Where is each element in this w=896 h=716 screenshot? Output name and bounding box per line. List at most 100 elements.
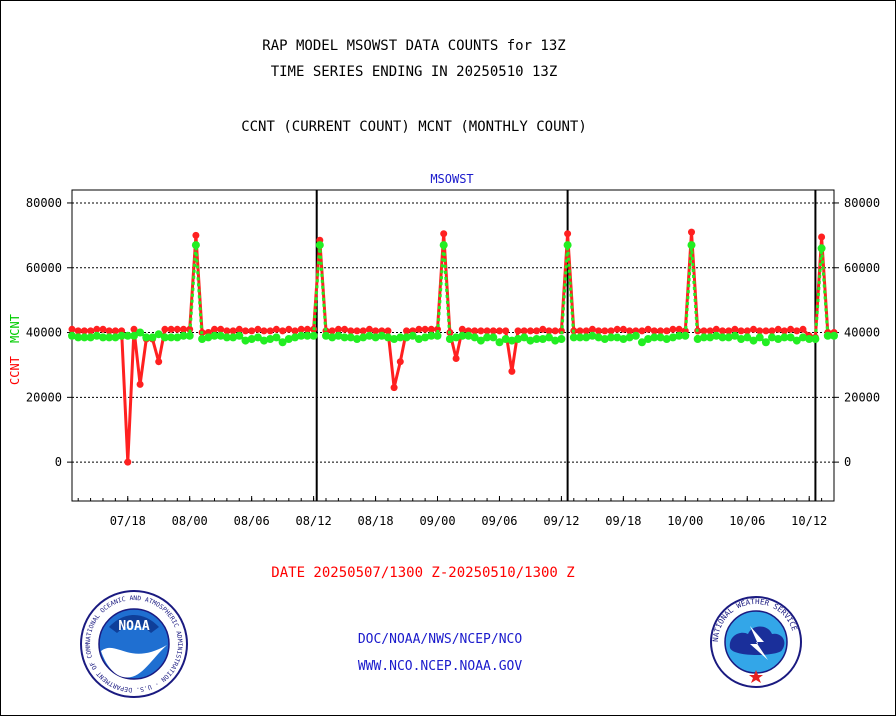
point-mcnt xyxy=(427,331,436,340)
point-ccnt xyxy=(248,327,256,335)
point-ccnt xyxy=(229,327,237,335)
point-ccnt xyxy=(372,327,380,335)
point-mcnt xyxy=(470,333,479,342)
point-ccnt xyxy=(818,233,826,241)
point-ccnt xyxy=(87,327,95,335)
point-mcnt xyxy=(229,333,238,342)
point-mcnt xyxy=(582,333,591,342)
point-ccnt xyxy=(663,327,671,335)
point-mcnt xyxy=(421,333,430,342)
y-tick-label-left: 60000 xyxy=(26,261,62,275)
point-mcnt xyxy=(743,333,752,342)
point-mcnt xyxy=(142,333,151,342)
axis-layer: 0 0 20000 20000 40000 40000 60000 60000 80000 800… xyxy=(26,189,880,528)
point-mcnt xyxy=(179,331,188,340)
point-mcnt xyxy=(99,333,107,342)
nws-logo: NATIONAL WEATHER SERVICE xyxy=(710,596,802,688)
point-mcnt xyxy=(408,331,417,340)
point-mcnt xyxy=(675,331,684,340)
point-ccnt xyxy=(471,327,479,335)
point-mcnt xyxy=(501,335,510,343)
point-ccnt xyxy=(483,327,491,335)
point-mcnt xyxy=(154,330,163,339)
point-ccnt xyxy=(427,325,435,333)
point-ccnt xyxy=(235,325,243,333)
point-mcnt xyxy=(74,333,83,342)
point-mcnt xyxy=(755,333,764,342)
point-ccnt xyxy=(489,327,497,335)
point-mcnt xyxy=(749,336,758,345)
x-tick-label: 07/18 xyxy=(110,514,146,528)
label-layer: MSOWST CCNT MCNT xyxy=(8,172,474,385)
point-ccnt xyxy=(173,325,181,333)
point-ccnt xyxy=(458,325,466,333)
point-ccnt xyxy=(279,327,287,335)
point-ccnt xyxy=(347,327,355,335)
point-mcnt xyxy=(433,331,442,340)
x-tick-label: 09/18 xyxy=(605,514,641,528)
point-ccnt xyxy=(762,327,770,335)
point-ccnt xyxy=(440,230,448,238)
point-mcnt xyxy=(204,333,213,342)
point-mcnt xyxy=(377,331,386,340)
org-path-text: DOC/NOAA/NWS/NCEP/NCO xyxy=(357,632,523,647)
point-mcnt xyxy=(774,335,783,343)
point-ccnt xyxy=(731,325,739,333)
point-mcnt xyxy=(130,331,138,340)
point-ccnt xyxy=(297,325,305,333)
point-ccnt xyxy=(626,327,634,335)
point-mcnt xyxy=(631,331,640,340)
point-mcnt xyxy=(730,331,739,340)
point-mcnt xyxy=(414,335,423,343)
point-mcnt xyxy=(402,333,411,342)
point-mcnt xyxy=(303,331,312,340)
point-ccnt xyxy=(638,327,646,335)
point-mcnt xyxy=(588,331,597,340)
point-ccnt xyxy=(353,327,361,335)
point-ccnt xyxy=(328,327,336,335)
point-mcnt xyxy=(526,336,535,345)
point-mcnt xyxy=(253,333,262,342)
point-ccnt xyxy=(539,325,547,333)
point-ccnt xyxy=(285,325,293,333)
point-ccnt xyxy=(452,355,460,362)
point-ccnt xyxy=(675,325,683,333)
point-mcnt xyxy=(483,333,492,342)
point-mcnt xyxy=(191,241,200,250)
y-tick-label-right: 0 xyxy=(844,455,851,469)
point-mcnt xyxy=(823,331,832,340)
point-ccnt xyxy=(93,325,101,333)
point-ccnt xyxy=(545,327,553,335)
y-tick-label-right: 60000 xyxy=(844,261,880,275)
point-ccnt xyxy=(787,325,795,333)
point-ccnt xyxy=(260,327,268,335)
chart-subtitle: CCNT (CURRENT COUNT) MCNT (MONTHLY COUNT… xyxy=(241,119,587,135)
point-ccnt xyxy=(508,367,516,375)
point-ccnt xyxy=(421,325,429,333)
point-mcnt xyxy=(569,333,578,342)
point-mcnt xyxy=(445,335,454,343)
point-ccnt xyxy=(266,327,274,335)
point-ccnt xyxy=(601,327,609,335)
x-tick-label: 10/06 xyxy=(729,514,765,528)
point-mcnt xyxy=(557,335,566,343)
point-mcnt xyxy=(817,244,826,253)
point-mcnt xyxy=(464,331,473,340)
noaa-logo-text: NOAA xyxy=(118,619,149,634)
point-ccnt xyxy=(576,327,584,335)
point-ccnt xyxy=(136,380,144,388)
y-tick-label-left: 20000 xyxy=(26,390,62,404)
point-mcnt xyxy=(241,336,250,345)
point-mcnt xyxy=(563,241,572,250)
point-mcnt xyxy=(619,335,628,343)
point-ccnt xyxy=(756,327,764,335)
point-mcnt xyxy=(476,336,485,345)
point-ccnt xyxy=(415,325,423,333)
point-mcnt xyxy=(68,331,76,340)
point-mcnt xyxy=(656,333,665,342)
point-mcnt xyxy=(92,331,101,340)
point-mcnt xyxy=(811,335,820,343)
point-mcnt xyxy=(699,333,708,342)
point-mcnt xyxy=(452,333,461,342)
point-ccnt xyxy=(768,327,776,335)
